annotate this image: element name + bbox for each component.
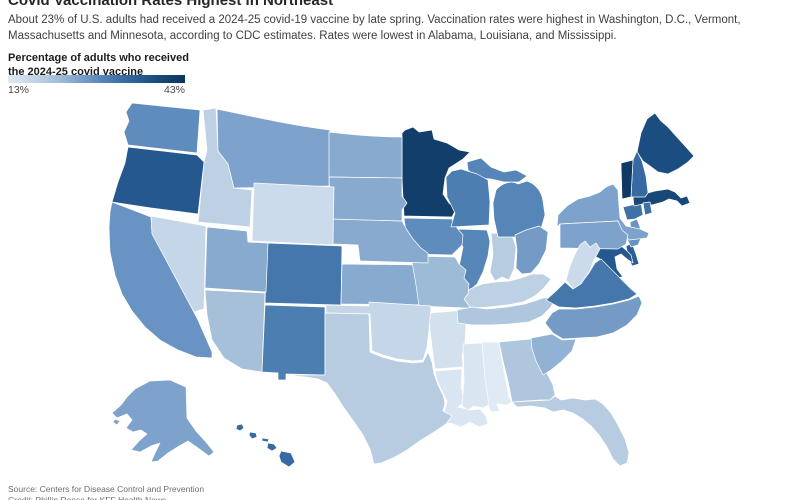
- legend-max-label: 43%: [163, 84, 185, 96]
- state-ri[interactable]: [642, 201, 653, 216]
- state-tn[interactable]: [456, 296, 557, 326]
- chart-title: Covid Vaccination Rates Highest in North…: [8, 0, 334, 9]
- state-ak[interactable]: [111, 379, 215, 463]
- state-sd[interactable]: [328, 176, 408, 222]
- state-wi[interactable]: [445, 168, 491, 228]
- state-vt[interactable]: [620, 159, 634, 200]
- state-nd[interactable]: [328, 131, 403, 179]
- state-nm[interactable]: [261, 304, 326, 381]
- state-tx[interactable]: [293, 312, 453, 465]
- state-wa[interactable]: [123, 102, 201, 154]
- state-ne[interactable]: [330, 218, 429, 264]
- state-wv[interactable]: [565, 240, 601, 290]
- state-nv[interactable]: [150, 215, 207, 313]
- state-in[interactable]: [489, 232, 517, 282]
- state-ok[interactable]: [325, 301, 432, 362]
- state-ct[interactable]: [622, 202, 644, 221]
- state-fl[interactable]: [511, 395, 630, 467]
- credit-line: Credit: Phillip Reese for KFF Health New…: [8, 495, 167, 500]
- state-ms[interactable]: [461, 342, 490, 411]
- source-line: Source: Centers for Disease Control and …: [8, 484, 205, 494]
- state-sc[interactable]: [530, 333, 577, 376]
- legend: Percentage of adults who received the 20…: [8, 51, 189, 96]
- legend-gradient-bar: [8, 75, 185, 83]
- state-mt[interactable]: [216, 108, 331, 189]
- state-pa[interactable]: [559, 220, 629, 250]
- state-hi[interactable]: [235, 423, 296, 468]
- state-nh[interactable]: [630, 150, 649, 198]
- legend-title-line1: Percentage of adults who received: [8, 52, 189, 64]
- legend-min-label: 13%: [8, 84, 30, 96]
- state-me[interactable]: [636, 112, 695, 175]
- chart-subtitle: About 23% of U.S. adults had received a …: [8, 14, 741, 42]
- state-mn[interactable]: [401, 126, 471, 218]
- state-oh[interactable]: [514, 225, 549, 275]
- state-mo[interactable]: [410, 255, 477, 319]
- state-ky[interactable]: [458, 273, 552, 309]
- state-wy[interactable]: [251, 182, 335, 246]
- state-co[interactable]: [264, 242, 343, 306]
- footer: Source: Centers for Disease Control and …: [8, 484, 204, 500]
- state-or[interactable]: [111, 146, 205, 215]
- state-ut[interactable]: [204, 226, 269, 293]
- state-nc[interactable]: [544, 295, 643, 340]
- state-az[interactable]: [204, 289, 266, 373]
